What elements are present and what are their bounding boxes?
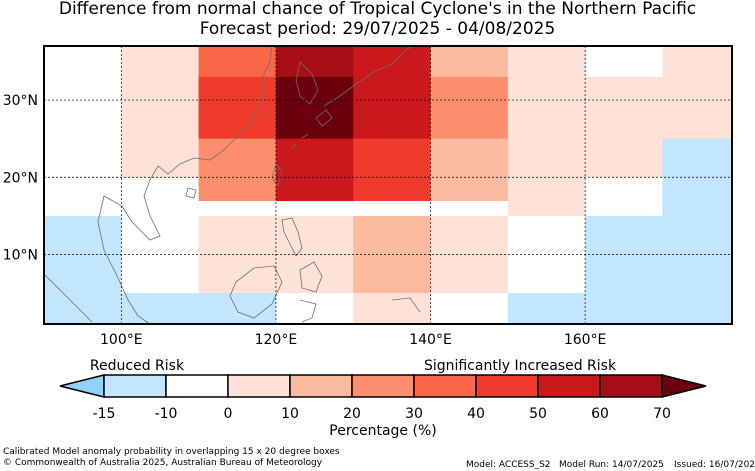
colorbar-swatch <box>351 374 415 398</box>
colorbar-tick-label: -10 <box>155 406 178 422</box>
coastlines <box>44 46 421 324</box>
colorbar-swatch <box>413 374 477 398</box>
lat-tick-label: 10°N <box>3 248 38 264</box>
anomaly-cell <box>430 46 509 78</box>
colorbar-tick-label: 60 <box>591 406 609 422</box>
gridlines <box>44 46 732 324</box>
colorbar-tick-label: 70 <box>653 406 671 422</box>
lat-tick-label: 30°N <box>3 93 38 109</box>
colorbar: Reduced Risk Significantly Increased Ris… <box>59 358 707 439</box>
anomaly-cell <box>430 138 509 202</box>
footer-model-run: Model Run: 14/07/2025 <box>559 460 664 470</box>
anomaly-cell <box>198 46 277 78</box>
coastline-ryukyu <box>291 133 309 149</box>
coastline-new-guinea <box>391 297 421 313</box>
colorbar-extend-low <box>59 374 105 398</box>
colorbar-tick-label: 10 <box>281 406 299 422</box>
colorbar-swatch <box>165 374 229 398</box>
anomaly-cell <box>353 138 432 202</box>
colorbar-tick-label: 30 <box>405 406 423 422</box>
coastline-luzon <box>281 217 303 257</box>
title-line-2: Forecast period: 29/07/2025 - 04/08/2025 <box>199 19 556 39</box>
colorbar-tick-label: 50 <box>529 406 547 422</box>
anomaly-cell <box>44 46 122 178</box>
colorbar-swatch <box>289 374 353 398</box>
colorbar-tick-label: -15 <box>93 406 116 422</box>
colorbar-swatch <box>599 374 663 398</box>
colorbar-label-increased: Significantly Increased Risk <box>424 358 617 374</box>
coastline-mindanao <box>299 261 323 293</box>
footer-description: Calibrated Model anomaly probability in … <box>3 447 340 457</box>
coastline-borneo <box>229 265 283 319</box>
coastline-taiwan <box>271 163 283 187</box>
lon-tick-label: 120°E <box>255 332 298 348</box>
anomaly-cell <box>275 46 354 78</box>
anomaly-cell <box>44 215 122 324</box>
coastline-hainan <box>185 187 197 199</box>
anomaly-cell <box>585 215 732 324</box>
colorbar-swatches <box>59 374 707 398</box>
lon-tick-label: 100°E <box>100 332 143 348</box>
map-frame <box>43 45 733 325</box>
anomaly-cell <box>275 138 354 202</box>
anomaly-cell <box>507 215 586 294</box>
anomaly-cell <box>507 293 586 324</box>
colorbar-swatch <box>475 374 539 398</box>
anomaly-cell <box>430 76 509 140</box>
colorbar-tick-label: 20 <box>343 406 361 422</box>
colorbar-swatch <box>227 374 291 398</box>
colorbar-tick-label: 0 <box>224 406 233 422</box>
colorbar-swatch <box>537 374 601 398</box>
coastline-sulawesi <box>299 299 317 323</box>
anomaly-cell <box>121 46 200 178</box>
colorbar-label-reduced: Reduced Risk <box>90 358 185 374</box>
anomaly-cell <box>353 293 432 324</box>
anomaly-cell <box>507 46 586 78</box>
title-line-1: Difference from normal chance of Tropica… <box>58 0 697 19</box>
anomaly-cell <box>585 177 664 217</box>
map-panel: 100°E 120°E 140°E 160°E 30°N 20°N 10°N <box>3 45 733 348</box>
coastline-korea <box>295 61 319 105</box>
anomaly-cell <box>121 293 277 324</box>
axis-labels: 100°E 120°E 140°E 160°E 30°N 20°N 10°N <box>3 93 607 348</box>
footer-copyright: © Commonwealth of Australia 2025, Austra… <box>3 458 323 468</box>
coastline-japan <box>315 46 413 127</box>
anomaly-cell <box>275 215 354 294</box>
anomaly-cell <box>198 76 277 140</box>
anomaly-cell <box>662 46 732 140</box>
coastline-asia-mainland <box>97 46 273 324</box>
colorbar-swatch <box>103 374 167 398</box>
anomaly-cell <box>198 138 277 202</box>
anomaly-cell <box>507 177 586 217</box>
colorbar-tick-label: 40 <box>467 406 485 422</box>
anomaly-cell <box>353 76 432 140</box>
colorbar-extend-high <box>661 374 707 398</box>
anomaly-cell <box>275 76 354 140</box>
anomaly-cell <box>430 293 509 324</box>
anomaly-cell <box>353 46 432 78</box>
lat-tick-label: 20°N <box>3 170 38 186</box>
colorbar-ticks: -15 -10 0 10 20 30 40 50 60 70 <box>93 406 671 422</box>
footer-issued: Issued: 16/07/2025 <box>674 460 755 470</box>
footer-model: Model: ACCESS_S2 <box>466 460 551 470</box>
lon-tick-label: 160°E <box>564 332 607 348</box>
lon-tick-label: 140°E <box>409 332 452 348</box>
coastline-sumatra <box>44 273 93 323</box>
colorbar-axis-label: Percentage (%) <box>329 423 436 439</box>
